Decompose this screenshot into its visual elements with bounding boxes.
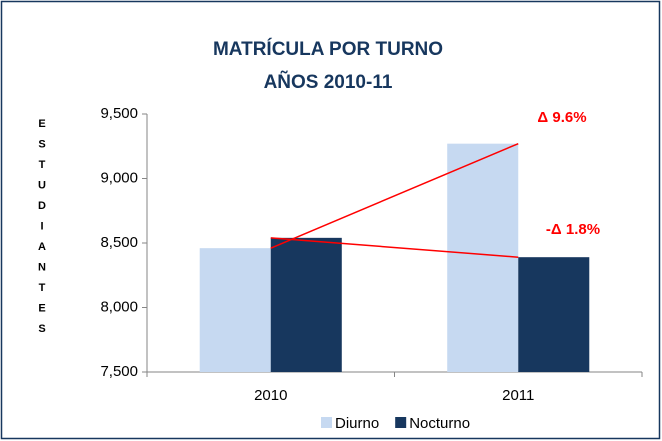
y-tick-label: 9,000 [100,169,138,186]
x-tick-label: 2010 [254,387,287,404]
x-tick-label: 2011 [502,387,534,404]
annotation: -Δ 1.8% [546,221,600,238]
y-tick-label: 8,500 [100,234,138,251]
chart-subtitle: AÑOS 2010-11 [264,71,393,93]
legend-swatch [321,417,332,428]
change-line [270,142,519,249]
bar [199,248,271,372]
chart-title: MATRÍCULA POR TURNO [213,38,443,60]
y-tick-label: 7,500 [100,363,138,380]
legend-label: Nocturno [409,415,470,432]
annotation: Δ 9.6% [537,109,586,126]
legend-swatch [395,417,407,428]
y-tick-label: 9,500 [100,105,138,122]
y-tick-label: 8,000 [100,298,138,315]
bar [447,143,519,372]
bar [270,237,342,372]
change-line [270,237,519,258]
bar [518,257,590,372]
legend-label: Diurno [335,415,379,432]
